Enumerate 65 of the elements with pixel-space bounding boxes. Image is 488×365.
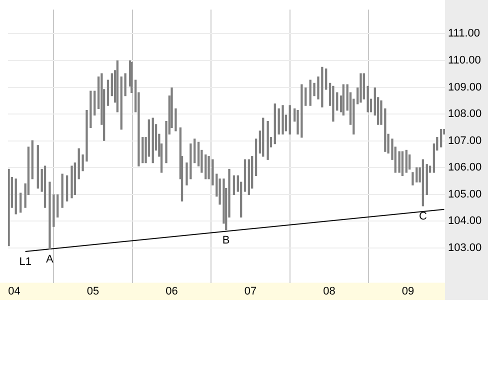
annotation: L1 — [19, 256, 32, 268]
y-tick-label: 103.00 — [448, 242, 482, 254]
bar — [244, 159, 246, 192]
x-tick-label: 09 — [402, 285, 414, 298]
bar — [282, 105, 284, 134]
x-tick-label: 04 — [8, 285, 20, 298]
x-tick-label: 07 — [244, 285, 257, 298]
bar — [106, 80, 110, 106]
bar — [440, 128, 442, 148]
bar — [254, 138, 258, 176]
bar — [14, 178, 17, 214]
bar — [332, 86, 334, 122]
bar — [408, 154, 411, 170]
bar — [274, 104, 276, 144]
bar — [48, 182, 51, 250]
annotation: C — [418, 210, 427, 222]
bar — [401, 151, 404, 176]
bar — [362, 73, 365, 100]
bar — [416, 167, 418, 182]
bar — [278, 108, 280, 134]
bar — [232, 175, 236, 196]
bar — [266, 120, 269, 160]
bar — [426, 164, 428, 196]
bar — [120, 76, 122, 130]
bar — [56, 194, 59, 218]
bar — [78, 148, 80, 180]
bar — [36, 145, 39, 189]
bar — [248, 159, 250, 196]
y-tick-label: 108.00 — [448, 108, 482, 120]
bar — [8, 168, 10, 246]
x-tick-label: 06 — [166, 285, 178, 298]
annotation: B — [222, 234, 230, 246]
bar — [366, 86, 369, 112]
bar — [321, 66, 324, 108]
bar — [74, 162, 76, 196]
bar — [152, 118, 154, 164]
bar — [20, 192, 22, 213]
bar — [31, 140, 34, 180]
annotation: A — [46, 254, 54, 266]
y-tick-label: 109.00 — [448, 81, 482, 94]
bar — [44, 166, 46, 208]
y-tick-label: 107.00 — [448, 134, 482, 147]
y-tick-label: 111.00 — [448, 28, 480, 40]
bar — [325, 68, 328, 90]
bar — [130, 62, 133, 93]
bar — [309, 80, 312, 106]
bar — [422, 159, 424, 206]
bar — [61, 174, 64, 208]
bar — [300, 84, 303, 138]
x-tick-label: 05 — [86, 285, 100, 298]
bar — [66, 175, 68, 202]
y-tick-label: 110.00 — [448, 54, 481, 67]
bar — [116, 60, 119, 112]
bar — [204, 154, 207, 180]
bar — [398, 151, 400, 173]
x-tick-label: 08 — [323, 285, 336, 298]
bar — [262, 118, 264, 157]
y-tick-label: 104.00 — [448, 215, 482, 228]
bar — [342, 84, 345, 116]
bar — [360, 73, 362, 103]
y-tick-label: 105.00 — [448, 188, 482, 200]
y-tick-label: 106.00 — [448, 162, 482, 174]
bar — [405, 150, 408, 173]
bar — [70, 166, 73, 198]
bar — [288, 105, 291, 134]
